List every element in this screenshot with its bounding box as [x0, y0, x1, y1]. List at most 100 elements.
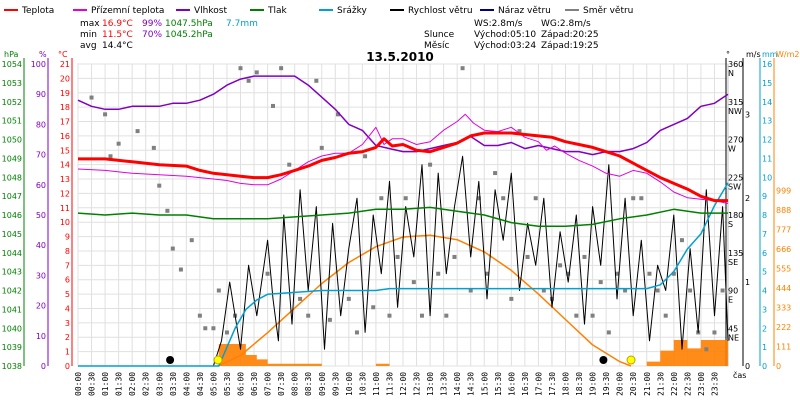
- x-tick-label: 00:30: [88, 372, 97, 396]
- axis-temp-tick: 11: [60, 204, 70, 213]
- x-tick-label: 11:00: [372, 372, 381, 396]
- axis-pct-tick: 30: [36, 271, 46, 280]
- x-tick-label: 01:00: [101, 372, 110, 396]
- x-tick-label: 01:30: [115, 372, 124, 396]
- direction-point: [314, 78, 319, 83]
- axis-pct-label: %: [39, 50, 47, 59]
- stats-min-press: 1045.2hPa: [165, 30, 213, 40]
- moon-icon: [599, 356, 608, 364]
- info-moonset: Západ:19:25: [541, 41, 599, 51]
- direction-point: [211, 326, 216, 331]
- axis-hpa-tick: 1042: [2, 287, 22, 296]
- axis-deg-tick-sub: NE: [728, 333, 739, 342]
- direction-point: [647, 271, 652, 276]
- legend-label: Vlhkost: [194, 6, 227, 16]
- direction-point: [411, 280, 416, 285]
- direction-point: [287, 162, 292, 167]
- direction-point: [484, 271, 489, 276]
- sun-icon: [213, 355, 223, 365]
- direction-point: [371, 305, 376, 310]
- axis-deg-tick-sub: E: [728, 296, 733, 305]
- axis-hpa-tick: 1053: [2, 79, 22, 88]
- stats-max-press: 1047.5hPa: [165, 19, 213, 29]
- axis-temp-tick: 19: [60, 89, 70, 98]
- direction-point: [679, 238, 684, 243]
- axis-hpa-tick: 1049: [2, 154, 22, 163]
- axis-deg-tick: 360: [728, 60, 743, 69]
- axis-deg-tick: 270: [728, 136, 743, 145]
- axis-temp-tick: 20: [60, 74, 70, 83]
- x-tick-label: 06:30: [250, 372, 259, 396]
- x-tick-label: 09:30: [331, 372, 340, 396]
- axis-mm-tick: 2: [762, 324, 767, 333]
- axis-pct-tick: 70: [36, 151, 46, 160]
- series-humidity-line: [77, 75, 729, 156]
- axis-mm-tick: 14: [762, 98, 772, 107]
- direction-point: [623, 288, 628, 293]
- direction-point: [336, 112, 340, 117]
- direction-point: [525, 254, 530, 259]
- direction-point: [189, 238, 194, 243]
- direction-point: [533, 196, 538, 201]
- direction-point: [363, 154, 368, 159]
- x-tick-label: 04:00: [182, 372, 191, 396]
- axis-mm-tick: 3: [762, 305, 767, 314]
- series-sun-line: [217, 234, 632, 367]
- axis-hpa-tick: 1047: [2, 192, 22, 201]
- direction-point: [197, 313, 202, 318]
- x-tick-label: 18:00: [562, 372, 571, 396]
- direction-point: [306, 313, 311, 318]
- x-tick-label: 10:00: [345, 372, 354, 396]
- axis-hpa-label: hPa: [4, 50, 19, 59]
- direction-point: [116, 141, 121, 146]
- axis-hpa-tick: 1052: [2, 98, 22, 107]
- x-tick-label: 22:30: [683, 372, 692, 396]
- x-tick-label: 20:00: [616, 372, 625, 396]
- x-tick-label: 10:30: [358, 372, 367, 396]
- direction-point: [558, 263, 563, 268]
- direction-point: [170, 246, 175, 251]
- direction-point: [271, 103, 275, 108]
- axis-ms-tick: 2: [745, 194, 750, 203]
- axis-hpa-tick: 1038: [2, 362, 22, 371]
- x-tick-label: 20:30: [629, 372, 638, 396]
- axes: 00:00 00:30 01:00 01:30 02:00 02:30 03:00 03:30…: [2, 58, 791, 396]
- direction-point: [631, 196, 636, 201]
- direction-point: [704, 347, 709, 352]
- direction-point: [89, 95, 94, 100]
- axis-temp-tick: 3: [65, 319, 70, 328]
- stats-max-hum: 99%: [142, 19, 162, 29]
- axis-temp-label: °C: [58, 50, 68, 59]
- axis-ms-tick: 3: [745, 110, 750, 119]
- x-tick-label: 05:30: [223, 372, 232, 396]
- info-block: WS:2.8m/s WG:2.8m/s Slunce Východ:05:10 …: [424, 19, 599, 51]
- direction-point: [265, 271, 270, 276]
- legend-label: Přízemní teplota: [91, 6, 164, 16]
- axis-mm-tick: 9: [762, 192, 767, 201]
- direction-point: [319, 145, 324, 150]
- axis-ms-label: m/s: [746, 50, 761, 59]
- info-moonrise: Východ:03:24: [474, 41, 536, 51]
- legend-label: Teplota: [21, 6, 54, 16]
- axis-temp-tick: 1: [65, 348, 70, 357]
- direction-point: [395, 254, 400, 259]
- direction-point: [216, 288, 221, 293]
- axis-deg-tick: 45: [728, 324, 738, 333]
- x-tick-label: 02:30: [142, 372, 151, 396]
- legend-label: Směr větru: [583, 6, 633, 16]
- axis-temp-tick: 10: [60, 218, 70, 227]
- direction-point: [501, 196, 506, 201]
- axis-deg-tick-sub: SW: [728, 182, 741, 191]
- x-tick-label: 13:30: [440, 372, 449, 396]
- axis-deg-label: °: [726, 50, 730, 59]
- series-wind-line: [78, 155, 729, 367]
- axis-temp-tick: 2: [65, 333, 70, 342]
- x-tick-label: 23:00: [697, 372, 706, 396]
- axis-temp-tick: 13: [60, 175, 70, 184]
- direction-point: [688, 288, 693, 293]
- x-tick-label: 16:30: [521, 372, 530, 396]
- axis-pct-tick: 90: [36, 90, 46, 99]
- direction-point: [468, 288, 473, 293]
- x-tick-label: 21:00: [643, 372, 652, 396]
- axis-mm-tick: 11: [762, 154, 772, 163]
